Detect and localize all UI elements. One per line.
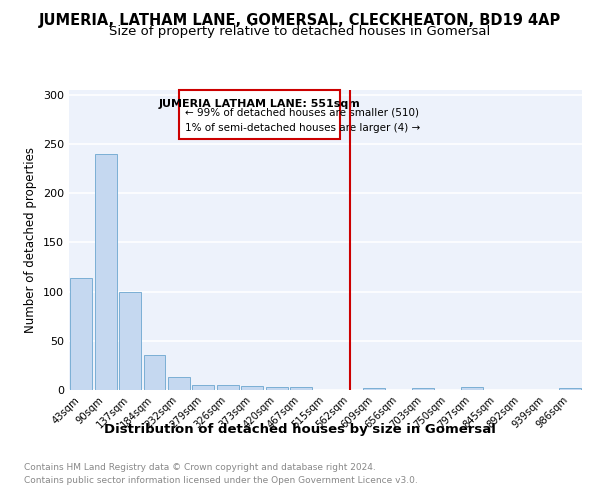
- Bar: [266, 387, 287, 390]
- Bar: [193, 385, 214, 390]
- Text: Size of property relative to detached houses in Gomersal: Size of property relative to detached ho…: [109, 25, 491, 38]
- Y-axis label: Number of detached properties: Number of detached properties: [25, 147, 37, 333]
- Text: JUMERIA, LATHAM LANE, GOMERSAL, CLECKHEATON, BD19 4AP: JUMERIA, LATHAM LANE, GOMERSAL, CLECKHEA…: [39, 12, 561, 28]
- Bar: [217, 385, 239, 390]
- Bar: [412, 388, 434, 390]
- Bar: [143, 354, 166, 390]
- Text: Distribution of detached houses by size in Gomersal: Distribution of detached houses by size …: [104, 422, 496, 436]
- Bar: [241, 386, 263, 390]
- Text: Contains public sector information licensed under the Open Government Licence v3: Contains public sector information licen…: [24, 476, 418, 485]
- Bar: [364, 388, 385, 390]
- Text: Contains HM Land Registry data © Crown copyright and database right 2024.: Contains HM Land Registry data © Crown c…: [24, 462, 376, 471]
- Bar: [70, 278, 92, 390]
- Text: JUMERIA LATHAM LANE: 551sqm: JUMERIA LATHAM LANE: 551sqm: [158, 99, 361, 109]
- Text: ← 99% of detached houses are smaller (510): ← 99% of detached houses are smaller (51…: [185, 108, 419, 118]
- Bar: [461, 387, 483, 390]
- Bar: [95, 154, 116, 390]
- Bar: [559, 388, 581, 390]
- Bar: [290, 387, 312, 390]
- Bar: [119, 292, 141, 390]
- Text: 1% of semi-detached houses are larger (4) →: 1% of semi-detached houses are larger (4…: [185, 124, 420, 134]
- Bar: [168, 377, 190, 390]
- Bar: [179, 90, 340, 139]
